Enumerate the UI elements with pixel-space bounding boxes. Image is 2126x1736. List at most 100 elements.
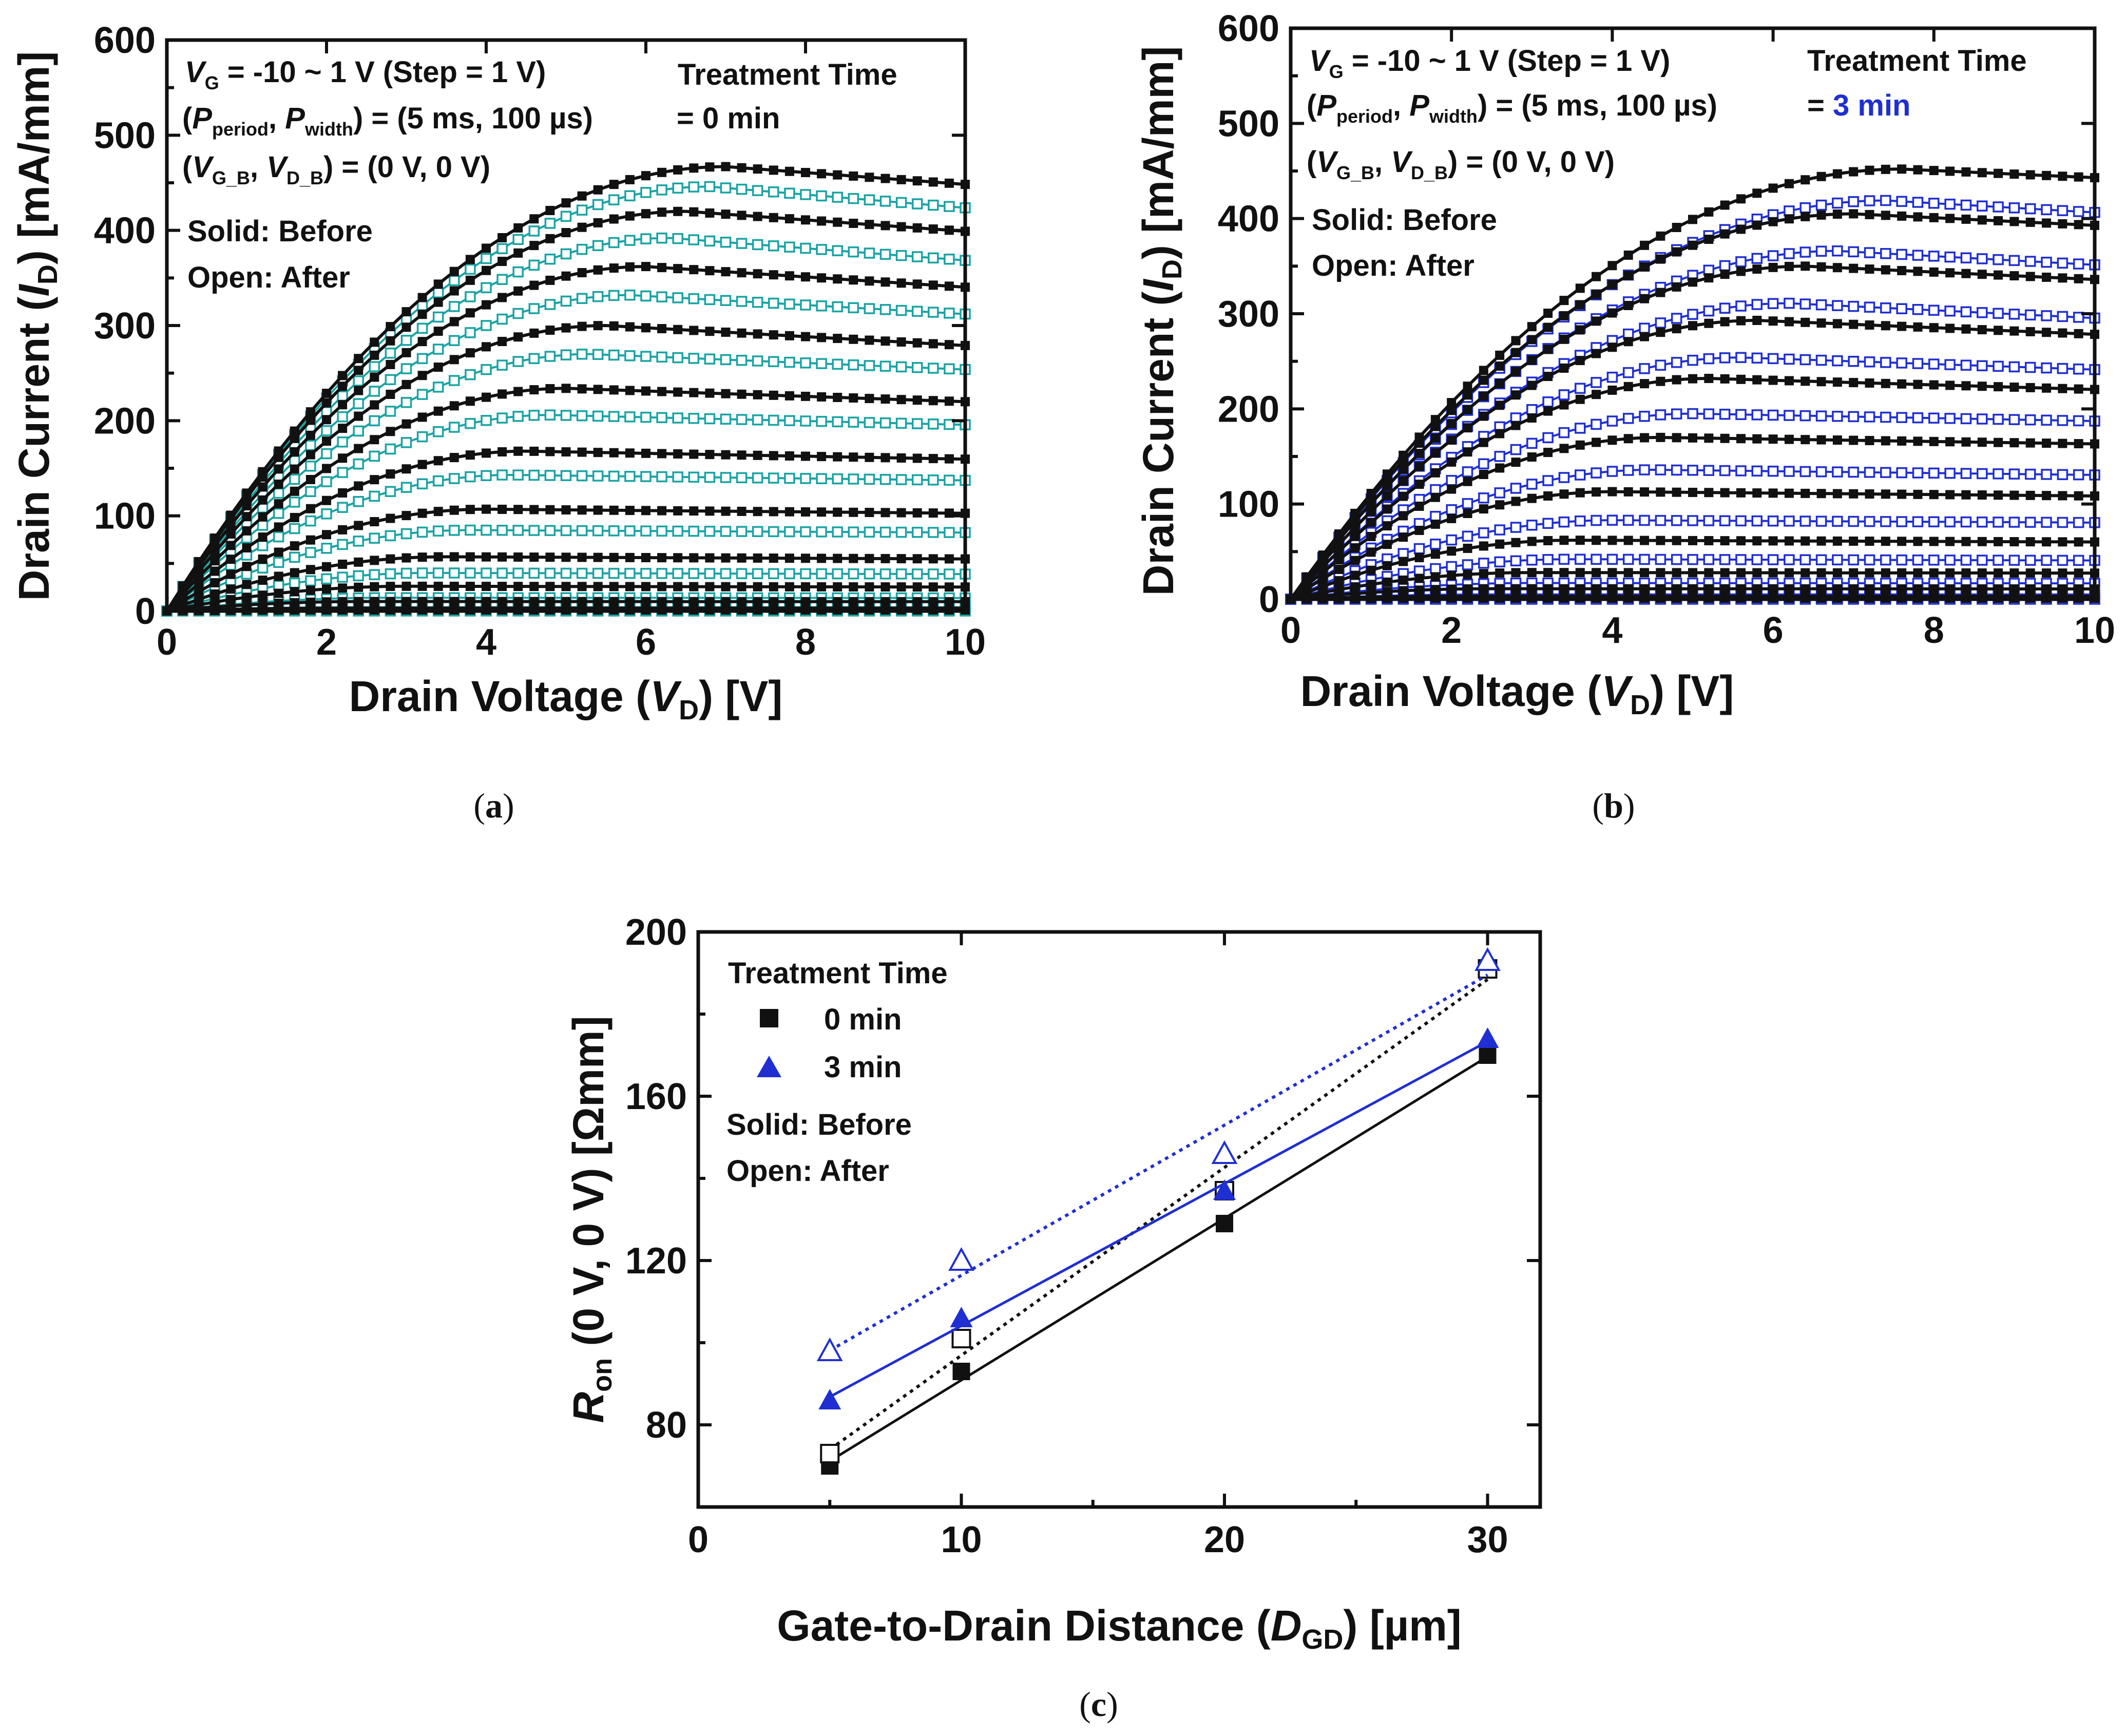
data-point (1479, 375, 1488, 385)
data-point (449, 266, 459, 276)
data-point (353, 495, 364, 507)
data-point (1559, 536, 1569, 545)
data-point (242, 580, 252, 589)
data-point (2025, 490, 2035, 500)
data-point (865, 582, 874, 592)
data-point (385, 530, 396, 542)
data-point (1815, 245, 1827, 257)
data-point (1929, 490, 1939, 500)
data-point (1720, 568, 1730, 578)
data-point (1688, 568, 1697, 578)
data-point (289, 577, 300, 589)
data-point (465, 275, 475, 285)
data-point (1527, 355, 1537, 365)
data-point (1430, 492, 1440, 502)
data-point (1768, 183, 1778, 193)
data-point (1495, 400, 1505, 410)
data-point (529, 446, 539, 456)
data-point (911, 568, 923, 580)
data-point (1832, 209, 1842, 219)
data-point (337, 539, 348, 550)
data-point (1881, 436, 1890, 446)
data-point (1897, 584, 1907, 594)
data-point (2058, 537, 2067, 547)
data-point (561, 198, 571, 208)
data-point (1366, 531, 1376, 541)
data-point (864, 473, 875, 485)
x-tick-label: 6 (1763, 610, 1784, 651)
data-point (1623, 487, 1633, 497)
data-point (736, 472, 748, 484)
data-point (1994, 568, 2003, 578)
data-point (1542, 518, 1554, 529)
data-point (385, 406, 396, 417)
data-point (944, 340, 954, 350)
data-point (353, 375, 364, 387)
data-point (449, 422, 460, 433)
data-point (465, 369, 476, 380)
data-point (879, 304, 891, 315)
data-point (400, 567, 412, 579)
data-point (1816, 318, 1826, 328)
data-point (1414, 525, 1424, 535)
data-point (449, 401, 459, 411)
data-point (1543, 345, 1553, 354)
data-point (688, 471, 700, 483)
x-tick-label: 0 (688, 1519, 708, 1560)
data-point (1865, 584, 1874, 594)
data-point (1751, 554, 1763, 565)
data-point (1735, 300, 1747, 312)
data-point (1607, 568, 1617, 578)
data-point (1655, 317, 1667, 329)
data-point (1671, 313, 1682, 324)
data-point (1688, 433, 1697, 443)
data-point (1575, 554, 1586, 565)
data-point (1704, 568, 1714, 578)
a-note-pulse: (Pperiod, Pwidth) = (5 ms, 100 µs) (182, 102, 593, 140)
data-point (593, 552, 603, 562)
data-point (1945, 537, 1955, 546)
data-point (624, 289, 636, 301)
data-point (1607, 536, 1617, 545)
data-point (1816, 435, 1826, 445)
data-point (752, 472, 763, 484)
data-point (657, 263, 667, 273)
data-point (833, 274, 842, 284)
data-point (1511, 584, 1521, 594)
data-point (1977, 516, 1988, 528)
data-point (576, 293, 588, 304)
data-point (768, 186, 779, 198)
data-point (1784, 466, 1795, 477)
data-point (2024, 468, 2036, 480)
data-point (849, 452, 858, 462)
data-point (1640, 487, 1650, 497)
data-point (593, 448, 603, 457)
data-point (322, 415, 331, 425)
data-point (2074, 568, 2083, 578)
data-point (593, 185, 603, 195)
data-point (1606, 466, 1618, 477)
data-point (1784, 488, 1794, 498)
data-point (1399, 476, 1408, 486)
data-point (833, 582, 842, 592)
data-point (2009, 169, 2019, 179)
data-point (1816, 262, 1826, 272)
data-point (1511, 457, 1521, 467)
data-point (704, 568, 716, 579)
data-point (1801, 488, 1810, 498)
data-point (544, 567, 556, 579)
fit-line (829, 978, 1489, 1451)
y-tick-label: 0 (135, 591, 156, 632)
data-point (417, 337, 427, 347)
data-point (784, 582, 794, 592)
data-point (1350, 570, 1360, 580)
data-point (1463, 569, 1472, 579)
data-point (2041, 469, 2052, 480)
data-point (2041, 414, 2052, 426)
data-point (752, 414, 763, 426)
data-point (864, 360, 875, 371)
data-point (801, 554, 810, 563)
data-point (305, 430, 315, 440)
data-point (560, 567, 572, 579)
data-point (1463, 381, 1472, 391)
